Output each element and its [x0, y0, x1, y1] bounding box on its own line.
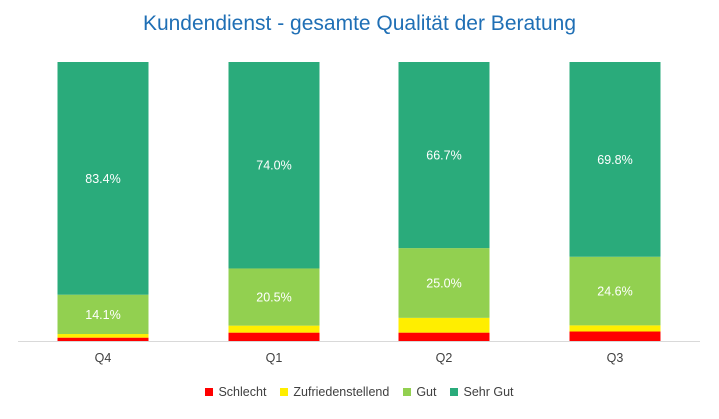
data-label-sehr-gut-q2: 66.7%: [426, 149, 461, 163]
legend-swatch: [450, 388, 459, 396]
x-tick-label-q1: Q1: [266, 351, 283, 365]
bar-segment-sehr-gut-q2: [398, 62, 490, 249]
bar-segment-schlecht-q2: [398, 332, 490, 341]
data-label-sehr-gut-q4: 83.4%: [85, 172, 120, 186]
data-label-gut-q3: 24.6%: [597, 285, 632, 299]
chart-legend: Schlecht Zufriedenstellend Gut Sehr Gut: [0, 385, 719, 399]
bar-segment-zufriedenstellend-q2: [398, 317, 490, 333]
data-label-gut-q1: 20.5%: [256, 291, 291, 305]
legend-label: Schlecht: [218, 385, 267, 399]
bar-segment-sehr-gut-q1: [228, 62, 320, 269]
bar-segment-zufriedenstellend-q3: [569, 325, 661, 332]
bar-segment-sehr-gut-q3: [569, 62, 661, 257]
bar-segment-gut-q4: [57, 294, 149, 335]
legend-item-zufriedenstellend: Zufriedenstellend: [280, 385, 389, 399]
legend-item-gut: Gut: [403, 385, 436, 399]
legend-label: Sehr Gut: [463, 385, 514, 399]
legend-label: Zufriedenstellend: [293, 385, 390, 399]
x-tick-label-q4: Q4: [95, 351, 112, 365]
x-tick-label-q2: Q2: [436, 351, 453, 365]
legend-item-schlecht: Schlecht: [205, 385, 266, 399]
bar-segment-schlecht-q4: [57, 337, 149, 341]
bar-segment-gut-q2: [398, 248, 490, 318]
bar-segment-schlecht-q1: [228, 332, 320, 341]
legend-swatch: [403, 388, 412, 396]
legend-label: Gut: [416, 385, 437, 399]
bar-segment-schlecht-q3: [569, 331, 661, 341]
data-label-gut-q2: 25.0%: [426, 276, 461, 290]
bar-segment-gut-q1: [228, 268, 320, 326]
data-label-sehr-gut-q1: 74.0%: [256, 159, 291, 173]
data-label-gut-q4: 14.1%: [85, 308, 120, 322]
bar-segment-zufriedenstellend-q4: [57, 334, 149, 338]
chart-title: Kundendienst - gesamte Qualität der Bera…: [142, 12, 577, 35]
data-label-sehr-gut-q3: 69.8%: [597, 153, 632, 167]
bar-segment-sehr-gut-q4: [57, 62, 149, 295]
legend-swatch: [205, 388, 214, 396]
legend-swatch: [280, 388, 289, 396]
bar-segment-gut-q3: [569, 256, 661, 326]
x-tick-label-q3: Q3: [607, 351, 624, 365]
legend-item-sehr-gut: Sehr Gut: [450, 385, 514, 399]
bar-segment-zufriedenstellend-q1: [228, 325, 320, 333]
